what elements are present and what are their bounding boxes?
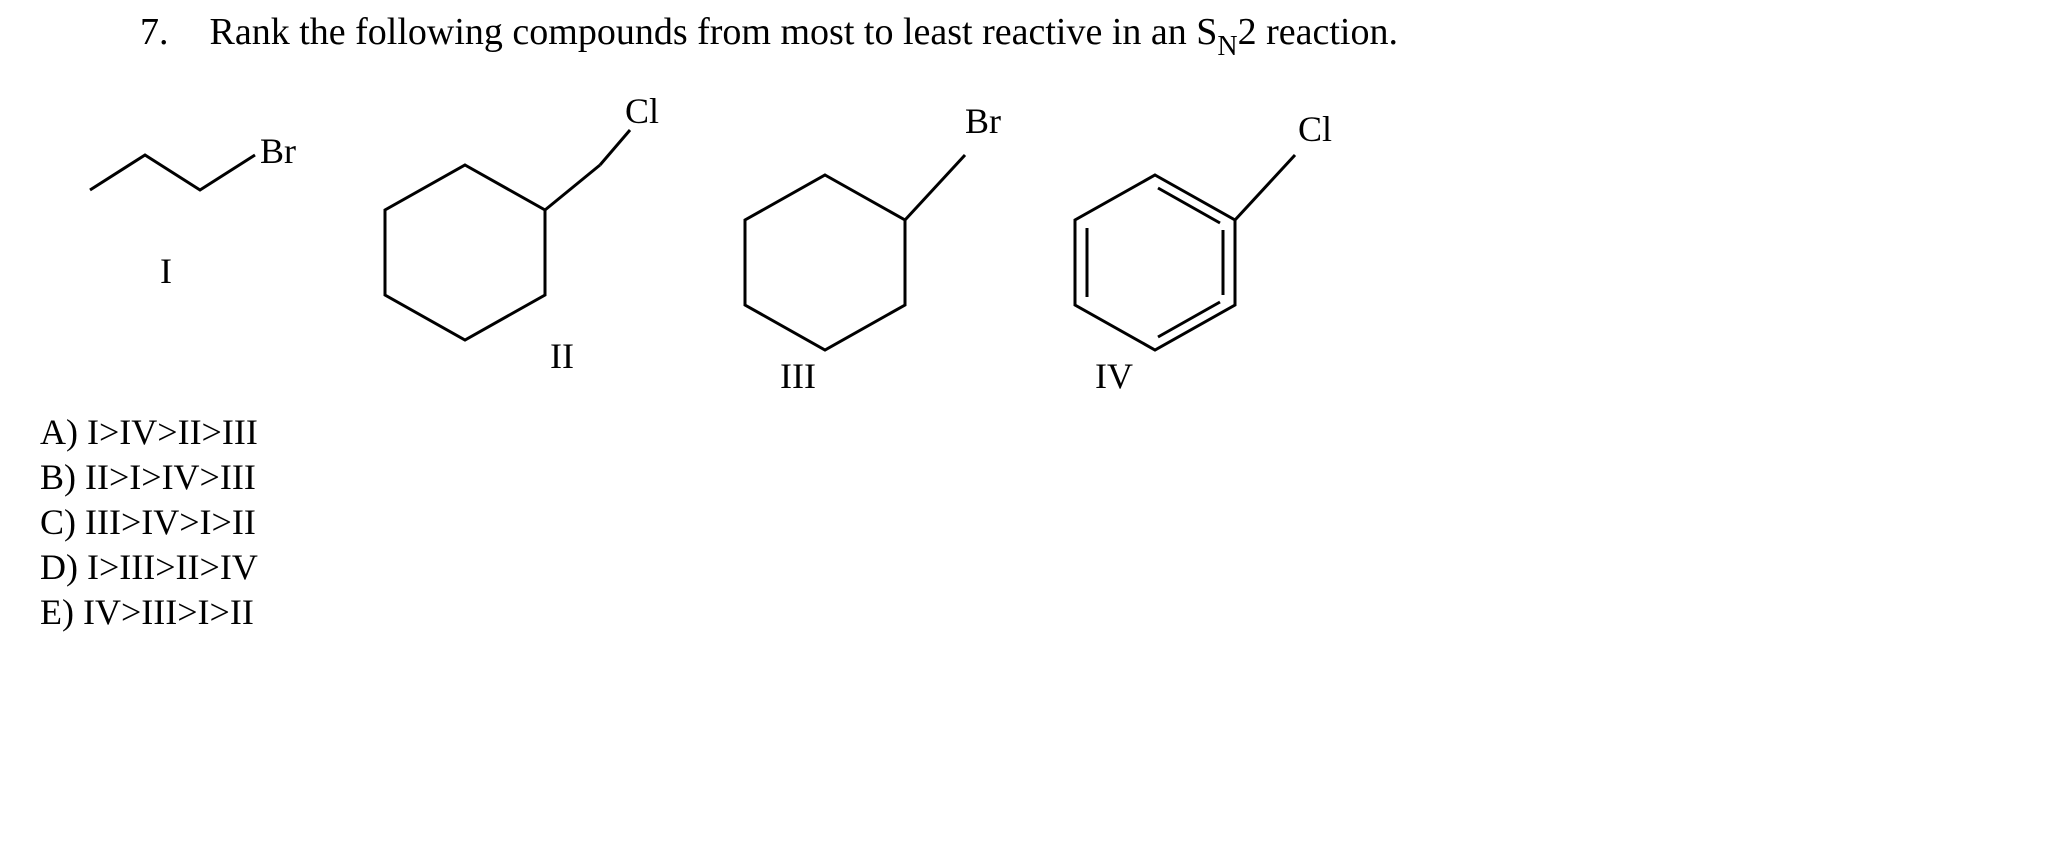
compound-II-structure bbox=[350, 100, 680, 380]
question-line: 7. Rank the following compounds from mos… bbox=[140, 10, 1398, 61]
compound-II-roman-label: II bbox=[550, 335, 574, 377]
compound-I-roman-label: I bbox=[160, 250, 172, 292]
answer-D-letter: D) bbox=[40, 547, 78, 587]
compound-I-atom-label: Br bbox=[260, 130, 296, 172]
question-subscript: N bbox=[1217, 31, 1237, 62]
answer-E-text: IV>III>I>II bbox=[83, 592, 254, 632]
compound-IV: Cl IV bbox=[1040, 100, 1370, 400]
question-text-part1: Rank the following compounds from most t… bbox=[210, 11, 1218, 53]
compound-III-structure bbox=[710, 100, 1030, 390]
compound-II: Cl II bbox=[350, 100, 680, 400]
answer-option-C: C) III>IV>I>II bbox=[40, 500, 258, 545]
compound-III-atom-label: Br bbox=[965, 100, 1001, 142]
answer-option-E: E) IV>III>I>II bbox=[40, 590, 258, 635]
answer-options: A) I>IV>II>III B) II>I>IV>III C) III>IV>… bbox=[40, 410, 258, 635]
compounds-row: Br I Cl II Br III bbox=[70, 100, 1390, 400]
compound-IV-roman-label: IV bbox=[1095, 355, 1133, 397]
answer-C-letter: C) bbox=[40, 502, 76, 542]
answer-A-text: I>IV>II>III bbox=[87, 412, 258, 452]
compound-III: Br III bbox=[710, 100, 1030, 400]
answer-B-text: II>I>IV>III bbox=[85, 457, 256, 497]
answer-C-text: III>IV>I>II bbox=[85, 502, 256, 542]
question-text-part2: 2 reaction. bbox=[1238, 11, 1398, 53]
page: 7. Rank the following compounds from mos… bbox=[0, 0, 2046, 855]
question-number: 7. bbox=[140, 10, 200, 54]
answer-A-letter: A) bbox=[40, 412, 78, 452]
answer-B-letter: B) bbox=[40, 457, 76, 497]
answer-option-B: B) II>I>IV>III bbox=[40, 455, 258, 500]
compound-I: Br I bbox=[70, 100, 330, 300]
answer-D-text: I>III>II>IV bbox=[87, 547, 258, 587]
compound-III-roman-label: III bbox=[780, 355, 816, 397]
compound-II-atom-label: Cl bbox=[625, 90, 659, 132]
answer-option-D: D) I>III>II>IV bbox=[40, 545, 258, 590]
answer-E-letter: E) bbox=[40, 592, 74, 632]
compound-IV-atom-label: Cl bbox=[1298, 108, 1332, 150]
answer-option-A: A) I>IV>II>III bbox=[40, 410, 258, 455]
